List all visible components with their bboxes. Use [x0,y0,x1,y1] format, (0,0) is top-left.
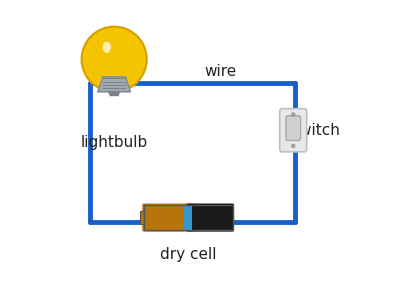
Text: lightbulb: lightbulb [80,135,148,149]
Ellipse shape [103,42,111,53]
Text: switch: switch [291,123,340,138]
Text: wire: wire [204,64,237,78]
FancyBboxPatch shape [280,109,307,152]
Circle shape [292,144,295,148]
Polygon shape [108,92,120,96]
Bar [140,211,144,224]
Bar [184,205,192,230]
Circle shape [292,113,295,116]
FancyBboxPatch shape [187,204,234,232]
FancyBboxPatch shape [286,116,300,141]
Bar [144,205,232,230]
Polygon shape [98,77,130,92]
Text: dry cell: dry cell [160,247,216,262]
Circle shape [82,27,147,92]
FancyBboxPatch shape [142,204,194,232]
